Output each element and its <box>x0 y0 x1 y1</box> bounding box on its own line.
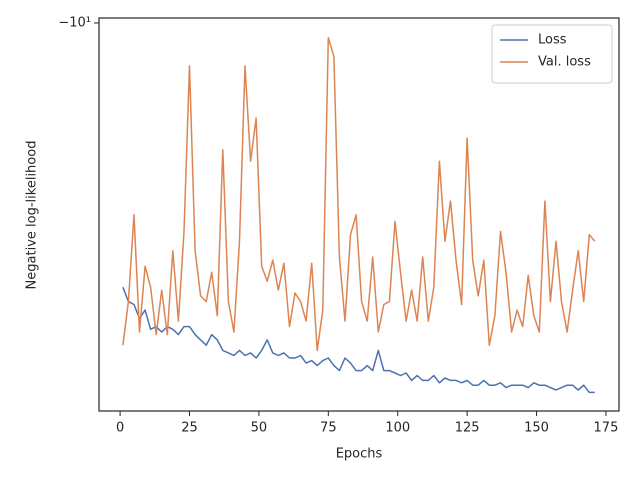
x-tick-label: 50 <box>251 421 268 436</box>
x-tick-label: 100 <box>385 421 410 436</box>
x-tick-label: 0 <box>116 421 124 436</box>
y-tick-label: −10¹ <box>58 16 91 31</box>
x-tick-label: 125 <box>455 421 480 436</box>
x-tick-label: 75 <box>320 421 337 436</box>
plot-frame <box>98 17 620 412</box>
x-tick-label: 150 <box>524 421 549 436</box>
x-tick-label: 175 <box>594 421 619 436</box>
legend-label: Val. loss <box>538 55 591 70</box>
legend-label: Loss <box>538 33 567 48</box>
line-series <box>122 36 596 352</box>
line-series <box>122 286 595 394</box>
x-axis-label: Epochs <box>336 447 383 462</box>
y-axis-label: Negative log-likelihood <box>25 141 40 290</box>
x-tick-label: 25 <box>181 421 198 436</box>
